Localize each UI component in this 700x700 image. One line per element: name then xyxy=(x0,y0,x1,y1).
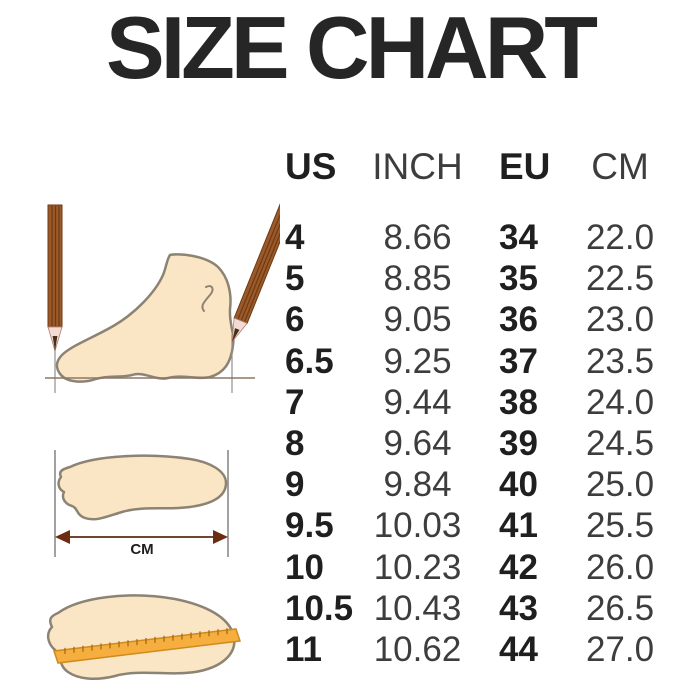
eu-size-cell: 38 xyxy=(499,382,538,422)
table-row: 6.5 9.25 37 23.5 xyxy=(285,341,670,382)
us-size-cell: 4 xyxy=(285,218,305,258)
foot-measure-illustration xyxy=(45,202,280,393)
cm-size-cell: 25.0 xyxy=(585,465,655,505)
eu-size-cell: 40 xyxy=(499,465,538,505)
table-row: 6 9.05 36 23.0 xyxy=(285,299,670,340)
us-size-cell: 9.5 xyxy=(285,506,334,546)
footprint-icon xyxy=(57,454,228,521)
cm-size-cell: 22.5 xyxy=(585,259,655,299)
table-row: 10 10.23 42 26.0 xyxy=(285,547,670,588)
pencil-icon xyxy=(47,204,63,353)
table-row: 4 8.66 34 22.0 xyxy=(285,217,670,258)
cm-size-cell: 26.5 xyxy=(585,588,655,628)
us-size-cell: 5 xyxy=(285,259,305,299)
cm-size-cell: 27.0 xyxy=(585,629,655,669)
table-row: 10.5 10.43 43 26.5 xyxy=(285,588,670,629)
eu-size-cell: 34 xyxy=(499,218,538,258)
table-row: 9 9.84 40 25.0 xyxy=(285,464,670,505)
inch-size-cell: 10.23 xyxy=(373,547,462,587)
column-header-us: US xyxy=(285,146,337,187)
measure-guide-lines xyxy=(54,450,229,557)
us-size-cell: 7 xyxy=(285,382,305,422)
eu-size-cell: 42 xyxy=(499,547,538,587)
inch-size-cell: 9.44 xyxy=(383,382,452,422)
us-size-cell: 6.5 xyxy=(285,341,334,381)
inch-size-cell: 10.03 xyxy=(373,506,462,546)
ruler-icon xyxy=(52,628,242,664)
column-header-inch: INCH xyxy=(372,146,463,187)
foot-side-icon xyxy=(55,253,235,383)
table-row: 9.5 10.03 41 25.5 xyxy=(285,505,670,546)
cm-arrow-icon xyxy=(55,530,228,544)
inch-size-cell: 10.62 xyxy=(373,629,462,669)
table-row: 5 8.85 35 22.5 xyxy=(285,258,670,299)
footprint-width-illustration: CM xyxy=(54,450,229,558)
table-row: 7 9.44 38 24.0 xyxy=(285,382,670,423)
eu-size-cell: 44 xyxy=(499,629,538,669)
table-header-row: US INCH EU CM xyxy=(285,146,670,188)
column-header-cm: CM xyxy=(591,146,649,187)
eu-size-cell: 35 xyxy=(499,259,538,299)
pencil-icon xyxy=(231,202,280,344)
us-size-cell: 8 xyxy=(285,424,305,464)
cm-size-cell: 24.5 xyxy=(585,424,655,464)
eu-size-cell: 39 xyxy=(499,424,538,464)
cm-arrow-label: CM xyxy=(130,541,153,558)
page-title: SIZE CHART xyxy=(106,0,598,97)
inch-size-cell: 8.85 xyxy=(383,259,452,299)
eu-size-cell: 37 xyxy=(499,341,538,381)
eu-size-cell: 43 xyxy=(499,588,538,628)
us-size-cell: 11 xyxy=(285,629,322,669)
us-size-cell: 6 xyxy=(285,300,305,340)
us-size-cell: 9 xyxy=(285,465,305,505)
inch-size-cell: 9.25 xyxy=(383,341,452,381)
table-row: 8 9.64 39 24.5 xyxy=(285,423,670,464)
eu-size-cell: 41 xyxy=(499,506,538,546)
eu-size-cell: 36 xyxy=(499,300,538,340)
inch-size-cell: 10.43 xyxy=(373,588,462,628)
us-size-cell: 10.5 xyxy=(285,588,354,628)
inch-size-cell: 9.64 xyxy=(383,424,452,464)
us-size-cell: 10 xyxy=(285,547,324,587)
cm-size-cell: 25.5 xyxy=(585,506,655,546)
size-table: 4 8.66 34 22.0 5 8.85 35 22.5 6 9.05 36 … xyxy=(285,217,670,670)
footprint-ruler-illustration xyxy=(46,594,242,681)
cm-size-cell: 26.0 xyxy=(585,547,655,587)
cm-size-cell: 23.0 xyxy=(585,300,655,340)
inch-size-cell: 9.05 xyxy=(383,300,452,340)
cm-size-cell: 22.0 xyxy=(585,218,655,258)
cm-size-cell: 23.5 xyxy=(585,341,655,381)
cm-size-cell: 24.0 xyxy=(585,382,655,422)
column-header-eu: EU xyxy=(499,146,551,187)
inch-size-cell: 8.66 xyxy=(383,218,452,258)
table-row: 11 10.62 44 27.0 xyxy=(285,629,670,670)
inch-size-cell: 9.84 xyxy=(383,465,452,505)
